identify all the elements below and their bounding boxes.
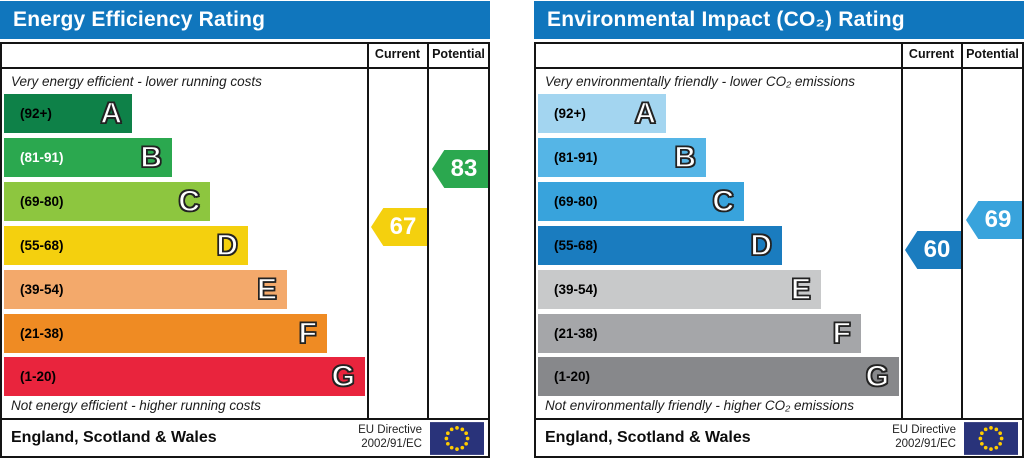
- current-column-header: Current: [374, 47, 421, 61]
- column-divider: [427, 44, 429, 418]
- band-range-label: (81-91): [554, 150, 598, 165]
- rating-band-G: (1-20) G: [538, 357, 899, 396]
- band-range-label: (81-91): [20, 150, 64, 165]
- environmental-impact-chart: Environmental Impact (CO₂) Rating Curren…: [534, 0, 1024, 460]
- band-range-label: (69-80): [20, 194, 64, 209]
- band-letter: E: [256, 272, 277, 306]
- band-range-label: (39-54): [20, 282, 64, 297]
- chart-title: Environmental Impact (CO₂) Rating: [547, 8, 905, 31]
- band-letter: F: [298, 316, 318, 350]
- rating-band-F: (21-38) F: [538, 314, 861, 353]
- band-letter: C: [712, 184, 735, 218]
- rating-band-D: (55-68) D: [538, 226, 782, 265]
- potential-rating-value: 83: [450, 155, 478, 182]
- column-divider: [367, 44, 369, 418]
- column-divider: [901, 44, 903, 418]
- rating-band-A: (92+) A: [538, 94, 666, 133]
- top-note: Very energy efficient - lower running co…: [11, 74, 262, 89]
- band-letter: D: [216, 228, 239, 262]
- band-letter: G: [865, 359, 890, 393]
- band-letter: A: [100, 96, 123, 130]
- rating-band-A: (92+) A: [4, 94, 132, 133]
- current-column-header: Current: [908, 47, 955, 61]
- potential-rating-arrow: 83: [432, 150, 488, 188]
- eu-flag-icon: [964, 421, 1018, 455]
- column-divider: [961, 44, 963, 418]
- region-label: England, Scotland & Wales: [11, 429, 217, 446]
- band-range-label: (55-68): [20, 238, 64, 253]
- band-letter: A: [634, 96, 657, 130]
- rating-band-G: (1-20) G: [4, 357, 365, 396]
- rating-band-C: (69-80) C: [4, 182, 210, 221]
- region-label: England, Scotland & Wales: [545, 429, 751, 446]
- energy-efficiency-chart: Energy Efficiency Rating Current Potenti…: [0, 0, 490, 460]
- band-range-label: (1-20): [20, 369, 57, 384]
- footer-separator: [534, 418, 1024, 420]
- current-rating-value: 60: [923, 236, 951, 263]
- band-range-label: (21-38): [554, 326, 598, 341]
- rating-band-E: (39-54) E: [4, 270, 287, 309]
- rating-band-B: (81-91) B: [4, 138, 172, 177]
- band-letter: F: [832, 316, 852, 350]
- potential-column-header: Potential: [432, 47, 485, 61]
- band-range-label: (21-38): [20, 326, 64, 341]
- rating-band-B: (81-91) B: [538, 138, 706, 177]
- rating-band-C: (69-80) C: [538, 182, 744, 221]
- eu-directive-label: EU Directive 2002/91/EC: [358, 424, 422, 450]
- band-range-label: (92+): [20, 106, 52, 121]
- potential-column-header: Potential: [966, 47, 1019, 61]
- chart-title-bar: Energy Efficiency Rating: [0, 1, 490, 39]
- potential-rating-arrow: 69: [966, 201, 1022, 239]
- chart-footer: England, Scotland & Wales EU Directive 2…: [536, 420, 1022, 456]
- header-separator: [534, 67, 1024, 69]
- rating-band-F: (21-38) F: [4, 314, 327, 353]
- rating-band-E: (39-54) E: [538, 270, 821, 309]
- current-rating-value: 67: [389, 213, 417, 240]
- bottom-note: Not environmentally friendly - higher CO…: [545, 398, 855, 413]
- band-letter: E: [790, 272, 811, 306]
- current-rating-arrow: 67: [371, 208, 427, 246]
- potential-rating-value: 69: [984, 206, 1012, 233]
- chart-title: Energy Efficiency Rating: [13, 8, 266, 31]
- chart-footer: England, Scotland & Wales EU Directive 2…: [2, 420, 488, 456]
- band-letter: G: [331, 359, 356, 393]
- current-rating-arrow: 60: [905, 231, 961, 269]
- band-range-label: (1-20): [554, 369, 591, 384]
- top-note: Very environmentally friendly - lower CO…: [545, 74, 855, 89]
- chart-title-bar: Environmental Impact (CO₂) Rating: [534, 1, 1024, 39]
- band-letter: B: [140, 140, 163, 174]
- band-letter: B: [674, 140, 697, 174]
- bottom-note: Not energy efficient - higher running co…: [11, 398, 261, 413]
- eu-directive-label: EU Directive 2002/91/EC: [892, 424, 956, 450]
- band-range-label: (39-54): [554, 282, 598, 297]
- band-letter: D: [750, 228, 773, 262]
- rating-band-D: (55-68) D: [4, 226, 248, 265]
- band-range-label: (69-80): [554, 194, 598, 209]
- band-range-label: (55-68): [554, 238, 598, 253]
- eu-flag-icon: [430, 421, 484, 455]
- header-separator: [0, 67, 490, 69]
- footer-separator: [0, 418, 490, 420]
- band-letter: C: [178, 184, 201, 218]
- band-range-label: (92+): [554, 106, 586, 121]
